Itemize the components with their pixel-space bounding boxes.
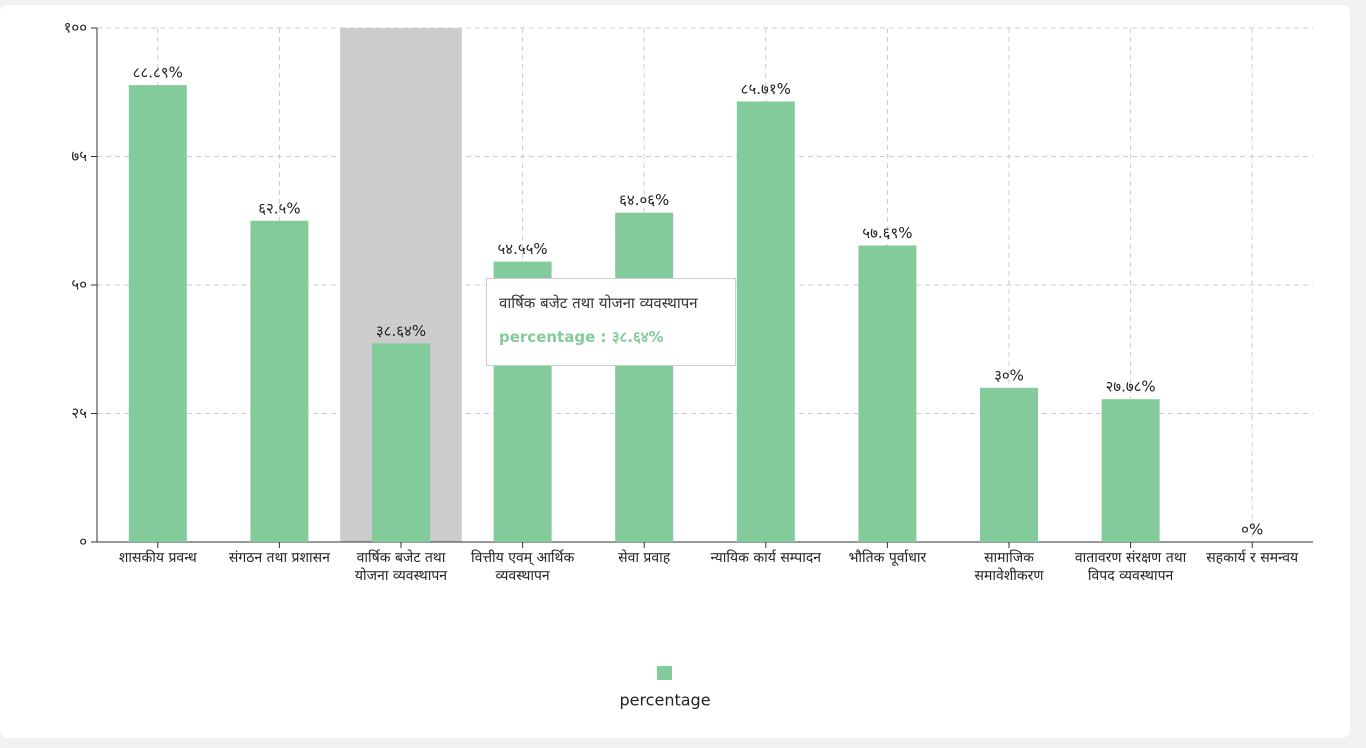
- data-label: ५४.५५%: [497, 240, 547, 258]
- x-tick-label: वित्तीय एवम् आर्थिक व्यवस्थापन: [470, 550, 575, 584]
- bar: [372, 343, 430, 542]
- card: [0, 5, 1350, 738]
- tooltip: वार्षिक बजेट तथा योजना व्यवस्थापन percen…: [486, 278, 736, 366]
- tooltip-text: percentage : ३८.६४%: [499, 328, 664, 346]
- bar: [858, 245, 917, 543]
- bar: [250, 220, 309, 542]
- data-label: ५७.६९%: [862, 224, 912, 242]
- x-tick-label: सहकार्य र समन्वय: [1206, 550, 1299, 566]
- data-label: २७.७८%: [1105, 378, 1155, 396]
- data-label: ८५.७१%: [741, 80, 791, 98]
- x-tick-label: वार्षिक बजेट तथा योजना व्यवस्थापन: [354, 550, 448, 584]
- y-tick-label: ०: [79, 533, 87, 551]
- x-tick-label: भौतिक पूर्वाधार: [848, 550, 927, 566]
- bar: [128, 85, 187, 542]
- bar: [980, 387, 1038, 542]
- y-tick-label: ७५: [71, 147, 87, 165]
- data-label: ३०%: [994, 366, 1024, 384]
- legend-label: percentage: [619, 691, 710, 710]
- data-label: ३८.६४%: [376, 322, 426, 340]
- legend-swatch: [657, 666, 672, 680]
- x-tick-label: शासकीय प्रवन्ध: [118, 550, 197, 566]
- x-tick-label: संगठन तथा प्रशासन: [228, 550, 330, 566]
- bar: [736, 101, 795, 543]
- x-tick-label: सामाजिक समावेशीकरण: [974, 550, 1044, 584]
- data-label: ६२.५%: [258, 199, 300, 217]
- bar: [615, 212, 674, 542]
- x-tick-label: वातावरण संरक्षण तथा विपद व्यवस्थापन: [1074, 550, 1187, 584]
- bar: [1101, 399, 1160, 542]
- x-tick-label: न्यायिक कार्य सम्पादन: [710, 550, 822, 566]
- data-label: ०%: [1241, 521, 1263, 539]
- data-label: ८८.८९%: [133, 64, 183, 82]
- tooltip-title: वार्षिक बजेट तथा योजना व्यवस्थापन: [499, 294, 698, 312]
- y-tick-label: १००: [64, 19, 87, 37]
- x-tick-label: सेवा प्रवाह: [618, 550, 671, 566]
- y-tick-label: २५: [71, 404, 87, 422]
- data-label: ६४.०६%: [619, 191, 669, 209]
- y-tick-label: ५०: [71, 276, 87, 294]
